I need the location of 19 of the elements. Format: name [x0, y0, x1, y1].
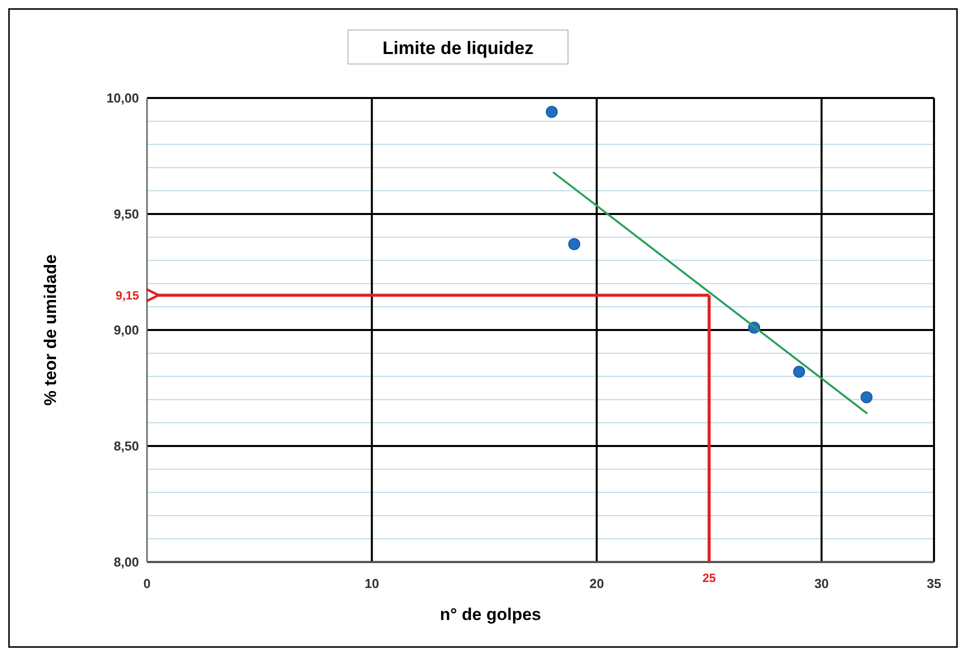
point: [546, 106, 558, 118]
x-tick-label: 30: [814, 576, 829, 591]
point: [860, 391, 873, 404]
y-tick-label: 10,00: [106, 90, 139, 106]
chart-title: Limite de liquidez: [382, 38, 534, 58]
x-tick-label: 20: [589, 576, 604, 591]
x-tick-label: 35: [926, 576, 942, 591]
ref-line-label: 25: [702, 571, 716, 585]
y-tick-label: 8,50: [114, 438, 139, 454]
point: [568, 238, 580, 250]
y-tick-label: 9,00: [114, 322, 139, 338]
y-tick-label: 8,00: [114, 554, 139, 570]
point: [793, 366, 806, 378]
ref-line-label: 9,15: [116, 288, 140, 302]
x-axis-title: n° de golpes: [440, 605, 542, 624]
x-tick-label: 0: [143, 576, 151, 591]
x-tick-label: 10: [364, 576, 380, 591]
y-tick-label: 9,50: [114, 206, 139, 222]
y-axis-title: % teor de umidade: [41, 254, 60, 406]
